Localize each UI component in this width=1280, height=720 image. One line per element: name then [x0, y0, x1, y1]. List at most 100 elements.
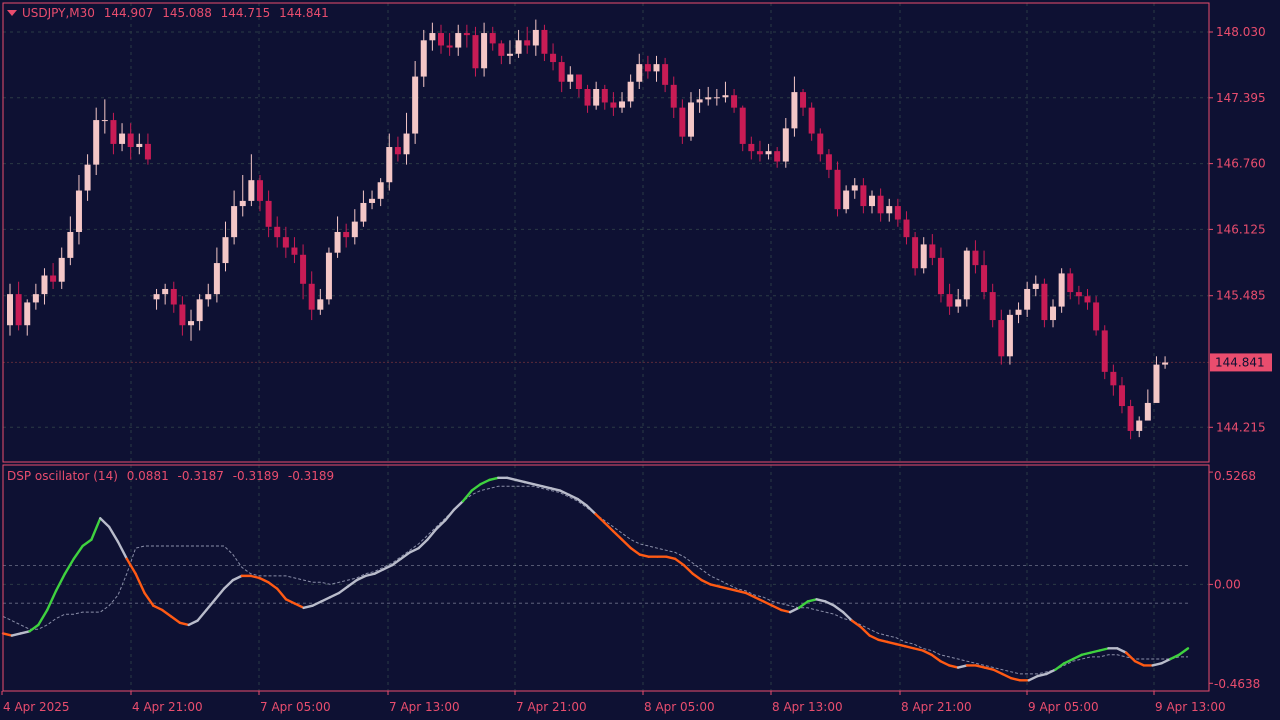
- indicator-value-4: -0.3189: [287, 469, 335, 483]
- candle-body: [351, 221, 358, 238]
- indicator-label[interactable]: DSP oscillator (14): [7, 469, 118, 483]
- candle-body: [1041, 283, 1048, 321]
- ohlc-low: 144.715: [220, 6, 271, 20]
- oscillator-segment: [629, 546, 641, 556]
- candle-body: [575, 74, 582, 89]
- oscillator-segment: [1080, 651, 1092, 656]
- current-price-tag: [1210, 353, 1272, 372]
- oscillator-segment: [329, 591, 341, 599]
- candle-body: [834, 169, 841, 210]
- oscillator-segment: [355, 574, 367, 582]
- candle-body: [593, 88, 600, 106]
- candle-body: [213, 263, 220, 295]
- oscillator-segment: [780, 608, 792, 614]
- oscillator-segment: [1071, 653, 1084, 661]
- oscillator-segment: [54, 572, 67, 592]
- candle-body: [1118, 385, 1125, 407]
- candle-body: [1058, 273, 1065, 307]
- oscillator-segment: [912, 647, 924, 652]
- candle-body: [15, 294, 22, 326]
- oscillator-segment: [293, 602, 305, 610]
- price-tick-label: 146.125: [1216, 222, 1266, 236]
- ohlc-close: 144.841: [279, 6, 329, 20]
- candle-body: [1015, 309, 1022, 315]
- candle-body: [627, 81, 634, 102]
- candle-body: [377, 182, 384, 199]
- candle-body: [731, 95, 738, 108]
- candle-body: [937, 257, 944, 295]
- oscillator-segment: [417, 538, 429, 550]
- candle-body: [903, 219, 910, 238]
- oscillator-series: [1, 476, 1190, 682]
- candle-body: [403, 133, 410, 155]
- candle-body: [274, 226, 281, 238]
- indicator-value-1: 0.0881: [126, 469, 169, 483]
- candle-body: [498, 43, 505, 56]
- oscillator-segment: [594, 512, 606, 524]
- oscillator-segment: [1116, 647, 1128, 654]
- oscillator-segment: [479, 478, 491, 486]
- oscillator-segment: [284, 598, 297, 605]
- oscillator-segment: [1133, 659, 1145, 667]
- oscillator-segment: [894, 642, 907, 648]
- candle-body: [963, 250, 970, 300]
- oscillator-segment: [1177, 647, 1190, 656]
- candle-body: [41, 275, 48, 295]
- oscillator-segment: [983, 666, 995, 671]
- candle-body: [144, 143, 151, 160]
- oscillator-segment: [63, 557, 75, 575]
- candle-body: [653, 64, 660, 72]
- oscillator-segment: [709, 583, 721, 588]
- x-tick-label: 8 Apr 05:00: [644, 700, 715, 714]
- oscillator-segment: [505, 476, 518, 482]
- oscillator-segment: [222, 578, 235, 590]
- candle-body: [765, 151, 772, 155]
- oscillator-segment: [744, 591, 756, 599]
- candle-body: [463, 33, 470, 36]
- main-panel-frame: [2, 2, 1210, 463]
- indicator-value-3: -0.3189: [232, 469, 280, 483]
- candle-body: [886, 206, 893, 214]
- oscillator-segment: [426, 527, 438, 541]
- candle-body: [1136, 420, 1143, 431]
- candle-body: [705, 97, 712, 100]
- oscillator-segment: [488, 476, 500, 482]
- oscillator-segment: [939, 659, 951, 667]
- candle-body: [877, 195, 884, 214]
- oscillator-segment: [850, 619, 862, 629]
- oscillator-segment: [275, 587, 288, 601]
- candle-body: [455, 33, 462, 48]
- oscillator-segment: [399, 551, 411, 561]
- oscillator-segment: [1045, 668, 1057, 676]
- candle-body: [196, 299, 203, 322]
- oscillator-segment: [806, 598, 818, 603]
- oscillator-segment: [320, 595, 332, 603]
- candle-body: [739, 107, 746, 144]
- candle-body: [817, 133, 824, 155]
- x-tick-label: 7 Apr 05:00: [260, 700, 331, 714]
- candle-body: [282, 237, 289, 248]
- oscillator-segment: [523, 480, 535, 486]
- symbol-menu-icon[interactable]: [7, 10, 17, 16]
- symbol-label[interactable]: USDJPY,M30: [22, 6, 95, 20]
- x-tick-label: 8 Apr 21:00: [901, 700, 972, 714]
- oscillator-segment: [735, 589, 748, 595]
- oscillator-segment: [691, 572, 703, 582]
- candle-body: [1093, 302, 1100, 331]
- candle-body: [1144, 402, 1151, 421]
- oscillator-segment: [116, 540, 129, 561]
- candle-body: [644, 64, 651, 72]
- oscillator-segment: [762, 600, 774, 607]
- oscillator-segment: [1, 632, 14, 637]
- candle-body: [1101, 330, 1108, 372]
- oscillator-segment: [72, 544, 84, 561]
- oscillator-segment: [833, 604, 845, 614]
- oscillator-segment: [1089, 649, 1101, 654]
- price-tick-label: 146.760: [1216, 157, 1266, 171]
- oscillator-segment: [576, 497, 588, 507]
- candle-body: [153, 294, 160, 300]
- x-tick-label: 9 Apr 13:00: [1155, 700, 1226, 714]
- candle-body: [420, 40, 427, 77]
- oscillator-segment: [665, 555, 677, 561]
